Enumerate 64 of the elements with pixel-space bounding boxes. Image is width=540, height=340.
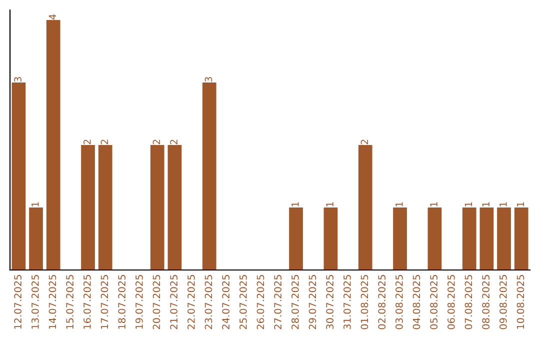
bar <box>497 208 511 270</box>
data-label: 3 <box>14 77 22 82</box>
x-tick-label: 30.07.2025 <box>326 275 334 330</box>
data-label: 2 <box>83 140 91 144</box>
bar <box>98 145 112 270</box>
x-tick-label: 02.08.2025 <box>378 275 386 330</box>
x-tick-label: 05.08.2025 <box>430 275 438 330</box>
data-label: 1 <box>326 202 334 206</box>
data-label: 1 <box>396 202 403 206</box>
x-tick-label: 14.07.2025 <box>48 275 56 329</box>
x-tick-label: 04.08.2025 <box>412 275 420 330</box>
bar <box>428 208 442 270</box>
bar <box>289 208 303 270</box>
x-tick-label: 26.07.2025 <box>256 275 264 330</box>
x-tick-label: 09.08.2025 <box>499 275 507 330</box>
bar <box>12 82 26 270</box>
bar <box>150 145 164 270</box>
bar <box>81 145 95 270</box>
data-label: 1 <box>516 202 524 206</box>
x-tick-label: 03.08.2025 <box>395 275 403 330</box>
bar <box>358 145 372 270</box>
x-tick-label: 23.07.2025 <box>204 275 212 330</box>
data-label: 1 <box>292 202 299 206</box>
data-label: 3 <box>204 77 212 82</box>
bar <box>480 208 494 270</box>
bar <box>462 208 476 270</box>
bar <box>393 208 407 270</box>
bar <box>324 208 338 270</box>
x-tick-label: 08.08.2025 <box>482 275 490 330</box>
bar <box>29 208 43 270</box>
data-label: 1 <box>32 202 39 206</box>
x-tick-label: 31.07.2025 <box>343 275 351 330</box>
x-tick-label: 29.07.2025 <box>308 275 316 330</box>
x-tick-label: 20.07.2025 <box>152 275 160 330</box>
x-tick-label: 17.07.2025 <box>100 275 108 329</box>
data-label: 1 <box>482 202 490 206</box>
x-tick-label: 21.07.2025 <box>170 275 178 330</box>
bar <box>46 20 60 270</box>
data-label: 2 <box>360 140 368 144</box>
data-label: 1 <box>500 202 507 206</box>
data-label: 1 <box>464 202 472 206</box>
x-tick-label: 25.07.2025 <box>239 275 247 330</box>
data-label: 4 <box>48 14 56 20</box>
x-tick-label: 27.07.2025 <box>274 275 282 330</box>
x-tick-label: 10.08.2025 <box>516 275 524 329</box>
x-tick-label: 01.08.2025 <box>360 275 368 330</box>
x-tick-label: 07.08.2025 <box>464 275 472 330</box>
x-tick-label: 22.07.2025 <box>187 275 195 330</box>
x-tick-label: 13.07.2025 <box>31 275 39 329</box>
x-tick-label: 18.07.2025 <box>118 275 126 329</box>
x-tick-label: 24.07.2025 <box>222 275 230 330</box>
data-label: 2 <box>100 140 108 144</box>
x-tick-label: 12.07.2025 <box>14 275 22 329</box>
x-tick-label: 15.07.2025 <box>66 275 74 329</box>
x-tick-label: 06.08.2025 <box>447 275 455 330</box>
data-label: 1 <box>430 202 438 206</box>
data-label: 2 <box>152 140 160 144</box>
bar <box>202 82 216 270</box>
bar <box>168 145 182 270</box>
bar <box>514 208 528 270</box>
x-tick-label: 28.07.2025 <box>291 275 299 330</box>
x-tick-label: 19.07.2025 <box>135 275 143 329</box>
data-label: 2 <box>170 140 178 144</box>
x-tick-label: 16.07.2025 <box>83 275 91 329</box>
